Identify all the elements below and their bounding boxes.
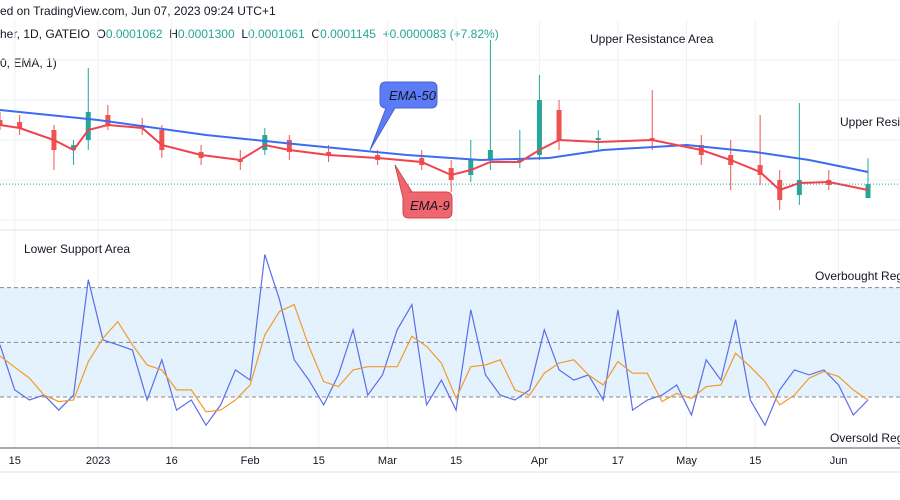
published-note: ed on TradingView.com, Jun 07, 2023 09:2…: [0, 4, 276, 18]
x-tick-label: Apr: [531, 455, 548, 467]
annotation-lower-support: Lower Support Area: [24, 242, 130, 256]
open-value: 0.0001062: [105, 27, 163, 41]
annotation-oversold: Oversold Reg: [830, 431, 900, 445]
ema50-label: EMA-50: [389, 88, 437, 103]
low-label: L: [241, 27, 248, 41]
x-tick-label: 15: [749, 455, 761, 467]
annotation-upper-resistance: Upper Resistance Area: [590, 32, 714, 46]
close-label: C: [311, 27, 321, 41]
change-value: +0.0000083 (+7.82%): [382, 27, 499, 41]
x-tick-label: Jun: [830, 455, 848, 467]
candle-body: [85, 112, 91, 140]
candle-body: [865, 184, 871, 198]
candle-body: [487, 150, 493, 160]
x-tick-label: 15: [9, 455, 21, 467]
x-tick-label: May: [676, 455, 697, 467]
annotation-overbought: Overbought Reg: [815, 269, 900, 283]
candle-body: [796, 180, 802, 195]
candle-body: [326, 152, 332, 155]
x-tick-label: 2023: [86, 455, 110, 467]
candle-body: [159, 130, 165, 150]
ema9-label: EMA-9: [410, 198, 450, 213]
candle-body: [757, 165, 763, 175]
rsi-signal-line: [0, 303, 869, 413]
candle-body: [71, 145, 77, 150]
close-value: 0.0001145: [320, 27, 376, 41]
candle-body: [595, 138, 601, 140]
x-tick-label: Feb: [241, 455, 260, 467]
x-axis: 15 2023 16 Feb 15 Mar 15 Apr 17 May 15 Jun: [9, 455, 848, 467]
x-tick-label: 15: [313, 455, 325, 467]
rsi-line: [0, 254, 869, 427]
ema50-callout: EMA-50: [369, 81, 438, 151]
low-value: 0.0001061: [248, 27, 305, 41]
high-label: H: [169, 27, 178, 41]
candle-body: [517, 160, 523, 161]
ema9-callout: EMA-9: [394, 164, 453, 219]
symbol-info: her, 1D, GATEIO: [0, 27, 90, 41]
annotation-upper-resistance-right: Upper Resis: [840, 115, 900, 129]
candle-body: [262, 135, 268, 150]
x-tick-label: 16: [166, 455, 178, 467]
x-tick-label: Mar: [378, 455, 397, 467]
symbol-legend[interactable]: her, 1D, GATEIO O0.0001062 H0.0001300 L0…: [0, 27, 499, 41]
candle-body: [468, 160, 474, 175]
ema9-line: [0, 123, 869, 192]
candle-body: [286, 140, 292, 152]
x-tick-label: 15: [450, 455, 462, 467]
candle-body: [105, 115, 111, 125]
candle-body: [17, 122, 23, 128]
ema50-line: [0, 109, 869, 173]
open-label: O: [96, 27, 106, 41]
candle-body: [536, 100, 542, 155]
candle-body: [556, 110, 562, 140]
x-tick-label: 17: [612, 455, 624, 467]
candle-body: [0, 120, 3, 125]
high-value: 0.0001300: [177, 27, 235, 41]
